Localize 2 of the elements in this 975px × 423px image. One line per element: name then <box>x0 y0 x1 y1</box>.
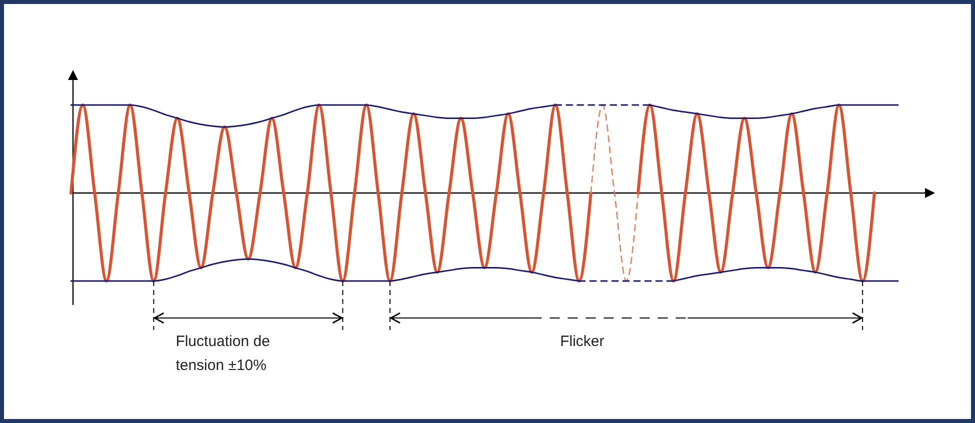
text: Fluctuation de tension ±10% <box>176 333 270 374</box>
text: Flicker <box>560 333 604 350</box>
